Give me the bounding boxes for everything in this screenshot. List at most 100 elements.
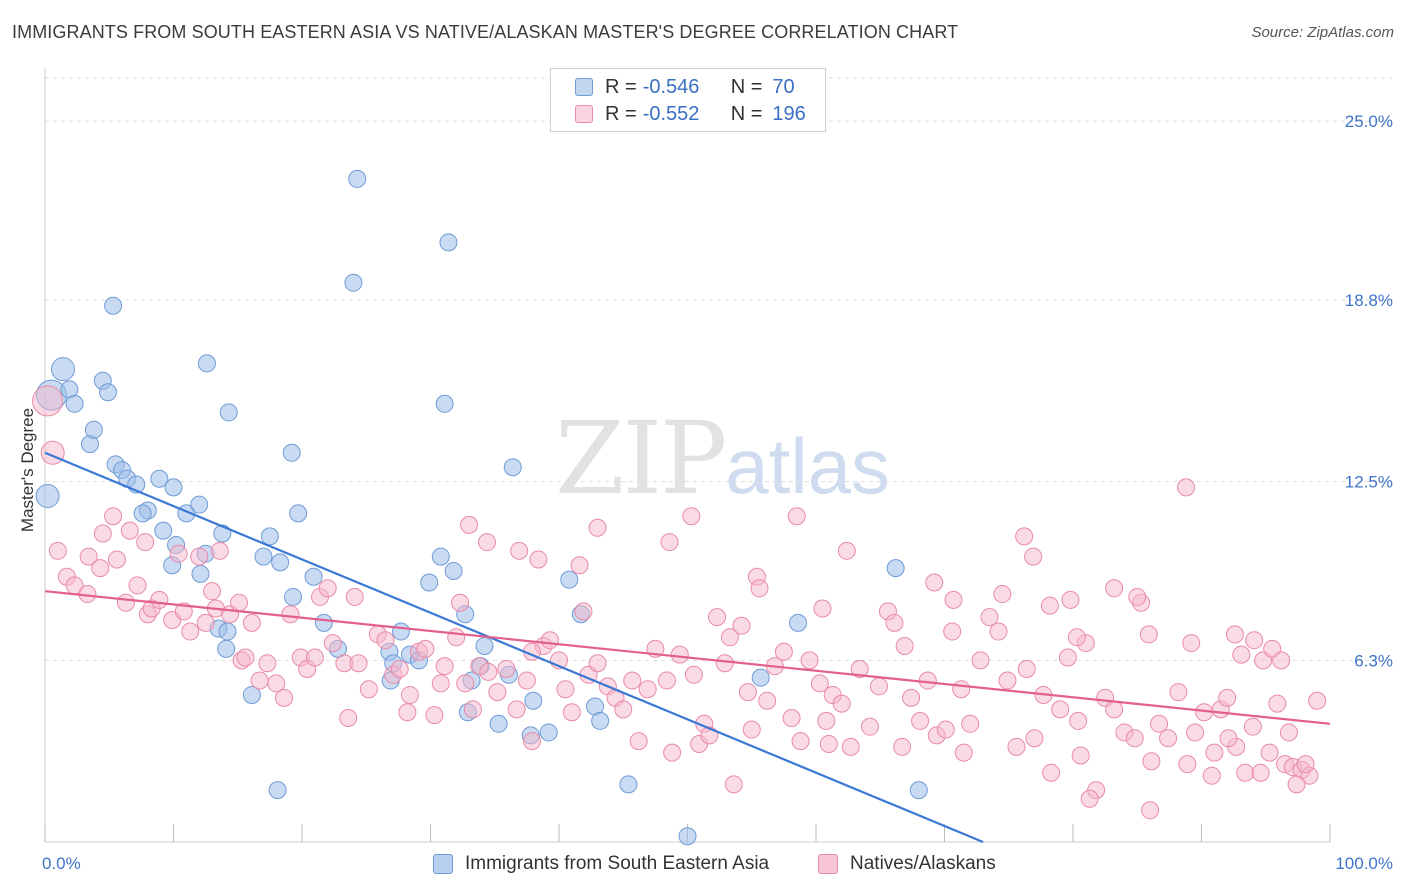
point-natives (819, 734, 838, 753)
point-natives (1071, 746, 1090, 765)
point-natives (1142, 752, 1161, 771)
point-natives (1218, 688, 1237, 707)
point-natives (638, 680, 657, 699)
point-natives (1139, 625, 1158, 644)
point-natives (456, 674, 475, 693)
legend-swatch-immigrants (575, 78, 593, 96)
point-natives (1015, 527, 1034, 546)
point-natives (813, 599, 832, 618)
point-natives (715, 654, 734, 673)
point-natives (810, 674, 829, 693)
point-natives (1232, 645, 1251, 664)
point-natives (267, 674, 286, 693)
point-natives (663, 743, 682, 762)
point-natives (841, 737, 860, 756)
point-natives (944, 590, 963, 609)
point-natives (196, 613, 215, 632)
point-natives (1105, 700, 1124, 719)
point-immigrants (524, 691, 543, 710)
point-immigrants (348, 169, 367, 188)
point-natives (1177, 478, 1196, 497)
point-natives (1219, 729, 1238, 748)
point-natives (435, 657, 454, 676)
point-natives (832, 694, 851, 713)
point-natives (1169, 683, 1188, 702)
y-tick-label: 6.3% (1354, 651, 1393, 670)
point-natives (250, 671, 269, 690)
point-immigrants (219, 403, 238, 422)
point-natives (431, 674, 450, 693)
bottom-legend-label: Natives/Alaskans (850, 853, 996, 874)
point-immigrants (150, 469, 169, 488)
point-natives (998, 671, 1017, 690)
point-immigrants (260, 527, 279, 546)
point-natives (817, 711, 836, 730)
point-natives (1080, 789, 1099, 808)
point-natives (782, 709, 801, 728)
point-natives (1141, 801, 1160, 820)
legend-n-label: N = (730, 102, 763, 125)
chart-title: IMMIGRANTS FROM SOUTH EASTERN ASIA VS NA… (12, 22, 959, 42)
point-natives (1236, 763, 1255, 782)
point-immigrants (268, 781, 287, 800)
point-immigrants (242, 685, 261, 704)
point-immigrants (435, 394, 454, 413)
point-immigrants (164, 478, 183, 497)
legend-r-value: -0.546 (642, 75, 700, 98)
point-natives (1186, 723, 1205, 742)
point-immigrants (751, 668, 770, 687)
point-natives (79, 547, 98, 566)
point-immigrants (619, 775, 638, 794)
point-natives (1279, 723, 1298, 742)
point-immigrants (489, 714, 508, 733)
point-natives (323, 634, 342, 653)
point-natives (1025, 729, 1044, 748)
point-natives (570, 556, 589, 575)
point-natives (376, 631, 395, 650)
stats-legend: R = -0.546 N = 70 R = -0.552 N = 196 (550, 68, 826, 132)
point-natives (869, 677, 888, 696)
point-natives (128, 576, 147, 595)
point-natives (451, 593, 470, 612)
y-tick-label: 25.0% (1345, 112, 1393, 131)
point-immigrants (344, 273, 363, 292)
point-natives (588, 518, 607, 537)
point-natives (980, 608, 999, 627)
point-natives (190, 547, 209, 566)
point-natives (952, 680, 971, 699)
point-natives (993, 585, 1012, 604)
point-natives (791, 732, 810, 751)
y-tick-label: 18.8% (1345, 291, 1393, 310)
point-natives (750, 579, 769, 598)
point-immigrants (104, 296, 123, 315)
point-natives (860, 717, 879, 736)
point-natives (416, 639, 435, 658)
point-natives (497, 660, 516, 679)
bottom-legend-immigrants: Immigrants from South Eastern Asia (433, 852, 769, 876)
point-natives (120, 521, 139, 540)
bottom-legend-label: Immigrants from South Eastern Asia (465, 853, 770, 874)
point-immigrants (98, 383, 117, 402)
point-immigrants (475, 636, 494, 655)
point-natives (1125, 729, 1144, 748)
point-immigrants (190, 495, 209, 514)
point-natives (742, 720, 761, 739)
point-natives (1182, 634, 1201, 653)
point-natives (556, 680, 575, 699)
point-natives (1272, 651, 1291, 670)
point-natives (447, 628, 466, 647)
point-natives (670, 645, 689, 664)
point-natives (400, 685, 419, 704)
point-natives (562, 703, 581, 722)
legend-row-natives: R = -0.552 N = 196 (575, 101, 806, 127)
legend-r-label: R = (605, 102, 637, 125)
point-natives (425, 706, 444, 725)
point-natives (893, 737, 912, 756)
watermark-atlas: atlas (725, 422, 891, 510)
point-natives (359, 680, 378, 699)
point-natives (1260, 743, 1279, 762)
x-tick-label-max: 100.0% (1335, 854, 1393, 873)
point-immigrants (444, 561, 463, 580)
point-immigrants (304, 567, 323, 586)
point-natives (837, 541, 856, 560)
